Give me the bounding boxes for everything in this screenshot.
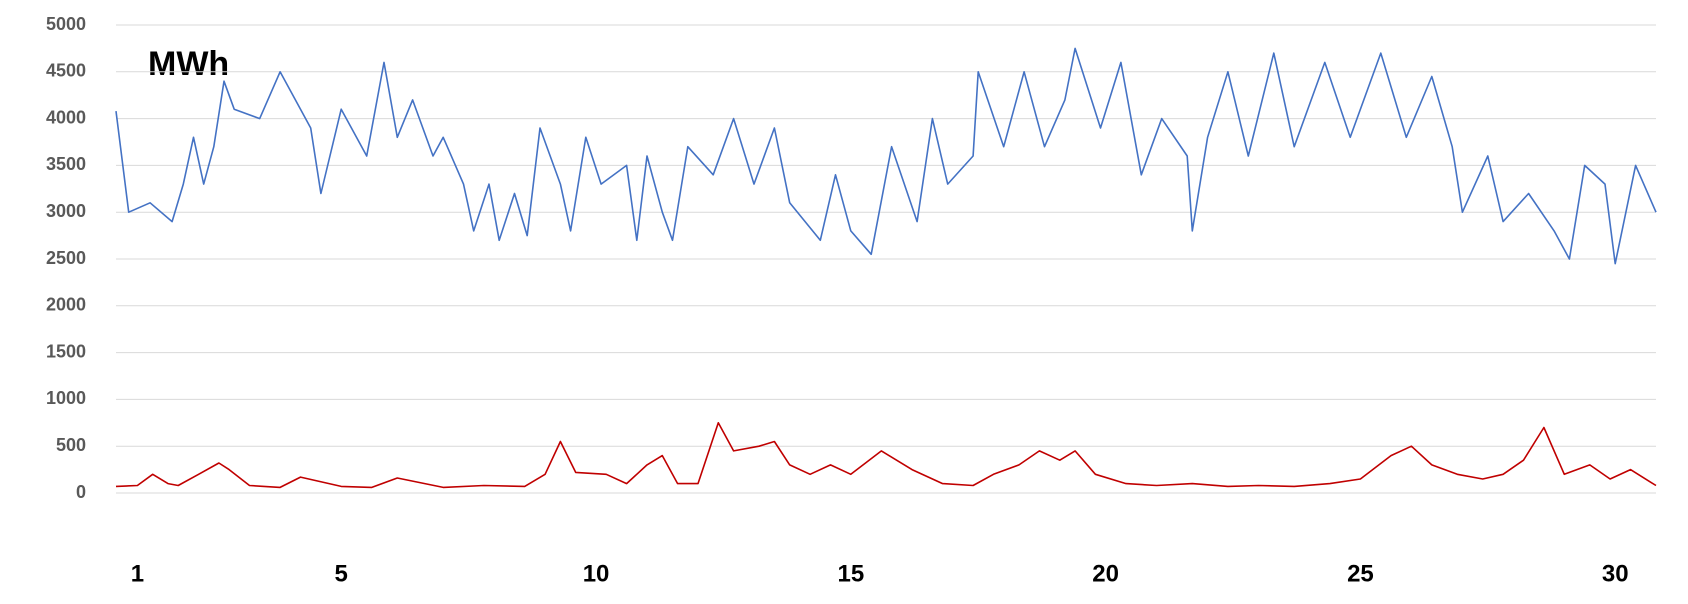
series-line: [115, 422, 1657, 489]
y-tick-label: 3000: [46, 201, 86, 221]
y-tick-label: 2000: [46, 295, 86, 315]
x-tick-label: 15: [837, 560, 864, 587]
y-tick-label: 2500: [46, 248, 86, 268]
x-tick-label: 5: [335, 560, 348, 587]
unit-annotation: MWh: [148, 45, 229, 83]
y-tick-label: 4500: [46, 61, 86, 81]
x-tick-label: 25: [1347, 560, 1374, 587]
y-tick-label: 1000: [46, 388, 86, 408]
x-tick-label: 1: [131, 560, 144, 587]
y-tick-label: 0: [76, 482, 86, 502]
x-tick-label: 10: [583, 560, 610, 587]
x-tick-label: 30: [1602, 560, 1629, 587]
series-line: [115, 47, 1657, 265]
y-tick-label: 500: [56, 435, 86, 455]
y-tick-label: 1500: [46, 341, 86, 361]
y-tick-label: 3500: [46, 154, 86, 174]
y-tick-label: 5000: [46, 14, 86, 34]
x-tick-label: 20: [1092, 560, 1119, 587]
y-tick-label: 4000: [46, 107, 86, 127]
